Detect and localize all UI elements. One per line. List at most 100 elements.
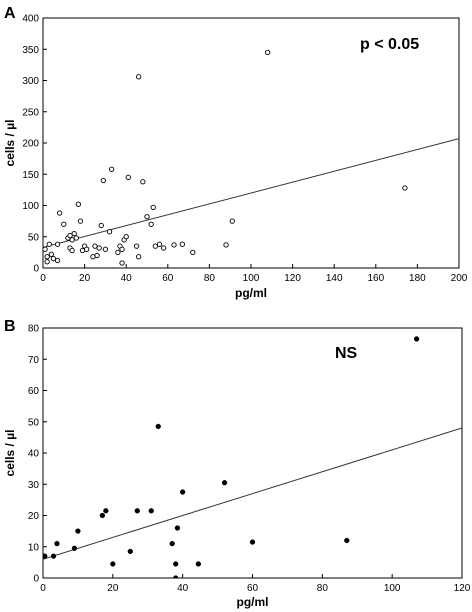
p0-x-tick-label: 60 <box>162 273 174 284</box>
p0-data-point <box>44 259 50 265</box>
panel-label-a: A <box>4 5 16 22</box>
p0-data-point <box>44 254 50 260</box>
p0-y-tick-label: 50 <box>28 232 40 243</box>
p0-data-point <box>106 229 113 235</box>
p1-y-tick-label: 40 <box>28 449 40 460</box>
p0-data-point <box>125 174 131 181</box>
p0-data-point <box>108 166 115 172</box>
p0-x-tick-label: 20 <box>79 273 91 284</box>
p0-y-tick-label: 400 <box>22 14 39 25</box>
p0-data-point <box>119 246 125 252</box>
p0-y-tick-label: 200 <box>22 139 39 150</box>
p0-x-tick-label: 140 <box>326 273 343 284</box>
p0-data-point <box>119 260 125 266</box>
p0-plot-frame <box>42 17 460 269</box>
p0-data-point <box>171 242 177 248</box>
p0-data-point <box>115 249 121 256</box>
p0-significance-annotation: p < 0.05 <box>360 36 419 53</box>
p1-data-point <box>180 489 186 495</box>
p0-data-point <box>54 241 61 247</box>
p0-regression-line <box>43 138 459 248</box>
p1-data-point <box>173 561 179 567</box>
p0-x-tick-label: 160 <box>367 273 384 284</box>
p1-data-point <box>127 548 133 555</box>
p1-x-tick-label: 60 <box>247 583 259 594</box>
p0-data-point <box>73 235 79 241</box>
p0-data-point <box>94 252 100 259</box>
p0-data-point <box>179 241 186 247</box>
p0-y-tick-label: 300 <box>22 76 39 87</box>
panel-label-b: B <box>4 318 16 335</box>
p0-data-point <box>100 177 106 184</box>
p0-data-point <box>61 221 67 227</box>
p0-data-point <box>71 230 77 237</box>
p0-data-point <box>156 241 163 247</box>
p0-data-point <box>54 257 61 264</box>
p0-data-point <box>160 245 167 251</box>
p0-x-axis-label: pg/ml <box>235 286 267 300</box>
p0-data-point <box>75 201 82 207</box>
p1-data-point <box>75 528 81 534</box>
p1-data-point <box>50 553 57 559</box>
p1-data-point <box>344 537 350 544</box>
p0-data-point <box>140 179 146 185</box>
p1-data-point <box>413 336 420 342</box>
p0-data-point <box>402 185 408 191</box>
p0-data-point <box>98 222 104 229</box>
p0-data-point <box>136 74 142 80</box>
p1-x-axis-label: pg/ml <box>237 595 269 609</box>
p0-data-point <box>69 237 75 243</box>
p0-data-point <box>96 245 102 251</box>
p1-data-point <box>174 525 181 531</box>
p0-data-point <box>144 214 150 220</box>
p1-x-tick-label: 20 <box>107 583 119 594</box>
p0-y-tick-label: 100 <box>22 201 39 212</box>
p0-data-point <box>48 251 54 257</box>
p0-data-point <box>43 246 48 252</box>
p0-data-point <box>264 49 271 56</box>
p1-y-tick-label: 80 <box>28 324 40 335</box>
p1-data-point <box>99 512 106 519</box>
p1-marks-layer <box>43 336 462 578</box>
p1-data-point <box>221 480 228 486</box>
p1-data-point <box>71 545 78 551</box>
p0-x-tick-label: 0 <box>40 273 46 284</box>
p1-data-point <box>155 423 161 430</box>
p0-data-point <box>136 254 142 260</box>
p0-data-point <box>92 243 98 249</box>
p1-y-tick-label: 50 <box>28 417 40 428</box>
p0-x-tick-label: 40 <box>121 273 133 284</box>
p1-x-tick-label: 100 <box>384 583 401 594</box>
p1-data-point <box>195 561 202 567</box>
p0-x-tick-label: 100 <box>243 273 260 284</box>
p1-data-point <box>148 508 154 514</box>
p1-x-tick-label: 40 <box>177 583 189 594</box>
p0-data-point <box>152 243 158 249</box>
p0-data-point <box>223 242 229 248</box>
p0-data-point <box>229 218 235 224</box>
p1-data-point <box>249 539 256 545</box>
p0-data-point <box>56 210 63 216</box>
p1-y-tick-label: 0 <box>33 574 39 585</box>
p1-y-tick-label: 10 <box>28 542 40 553</box>
p0-x-tick-label: 120 <box>284 273 301 284</box>
p0-data-point <box>102 246 109 252</box>
p0-x-tick-label: 200 <box>451 273 468 284</box>
p0-y-axis-label: cells / µl <box>3 120 17 167</box>
p0-data-point <box>77 218 84 224</box>
p0-data-point <box>148 221 154 227</box>
p0-x-tick-label: 80 <box>204 273 216 284</box>
scatter-plot-b: 0 20 40 60 80 100 120 0 10 20 30 40 50 60 70 80 pg/ml cel… <box>3 324 471 610</box>
p1-y-tick-label: 70 <box>28 355 40 366</box>
p1-data-point <box>169 540 175 547</box>
p0-y-tick-label: 150 <box>22 170 39 181</box>
p1-x-tick-label: 120 <box>454 583 471 594</box>
p1-regression-line <box>43 427 462 560</box>
p0-y-tick-label: 350 <box>22 45 39 56</box>
p1-data-point <box>43 553 48 559</box>
p1-y-tick-label: 20 <box>28 511 40 522</box>
p0-data-point <box>50 255 57 262</box>
p1-x-tick-label: 80 <box>317 583 329 594</box>
p1-y-axis-label: cells / µl <box>3 430 17 477</box>
